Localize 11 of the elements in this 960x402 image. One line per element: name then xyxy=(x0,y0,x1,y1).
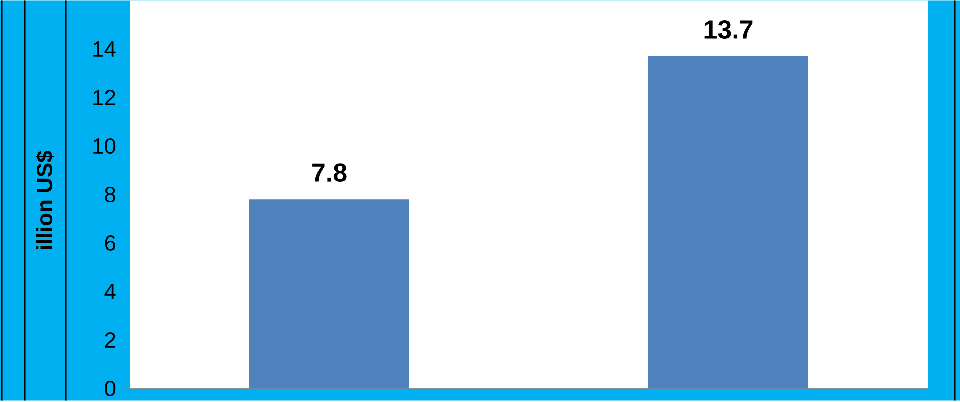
y-tick-label: 10 xyxy=(94,138,116,154)
y-tick-label: 0 xyxy=(105,381,116,397)
y-tick-label: 4 xyxy=(104,284,116,300)
data-label: 13.7 xyxy=(704,20,753,40)
y-tick-label: 8 xyxy=(105,187,116,203)
y-tick-label: 12 xyxy=(94,90,116,106)
y-tick-label: 14 xyxy=(94,42,116,58)
y-tick-label: 2 xyxy=(105,332,116,348)
y-axis-title: illion US$ xyxy=(36,151,54,250)
y-tick-label: 6 xyxy=(105,236,116,252)
data-label: 7.8 xyxy=(312,164,347,182)
